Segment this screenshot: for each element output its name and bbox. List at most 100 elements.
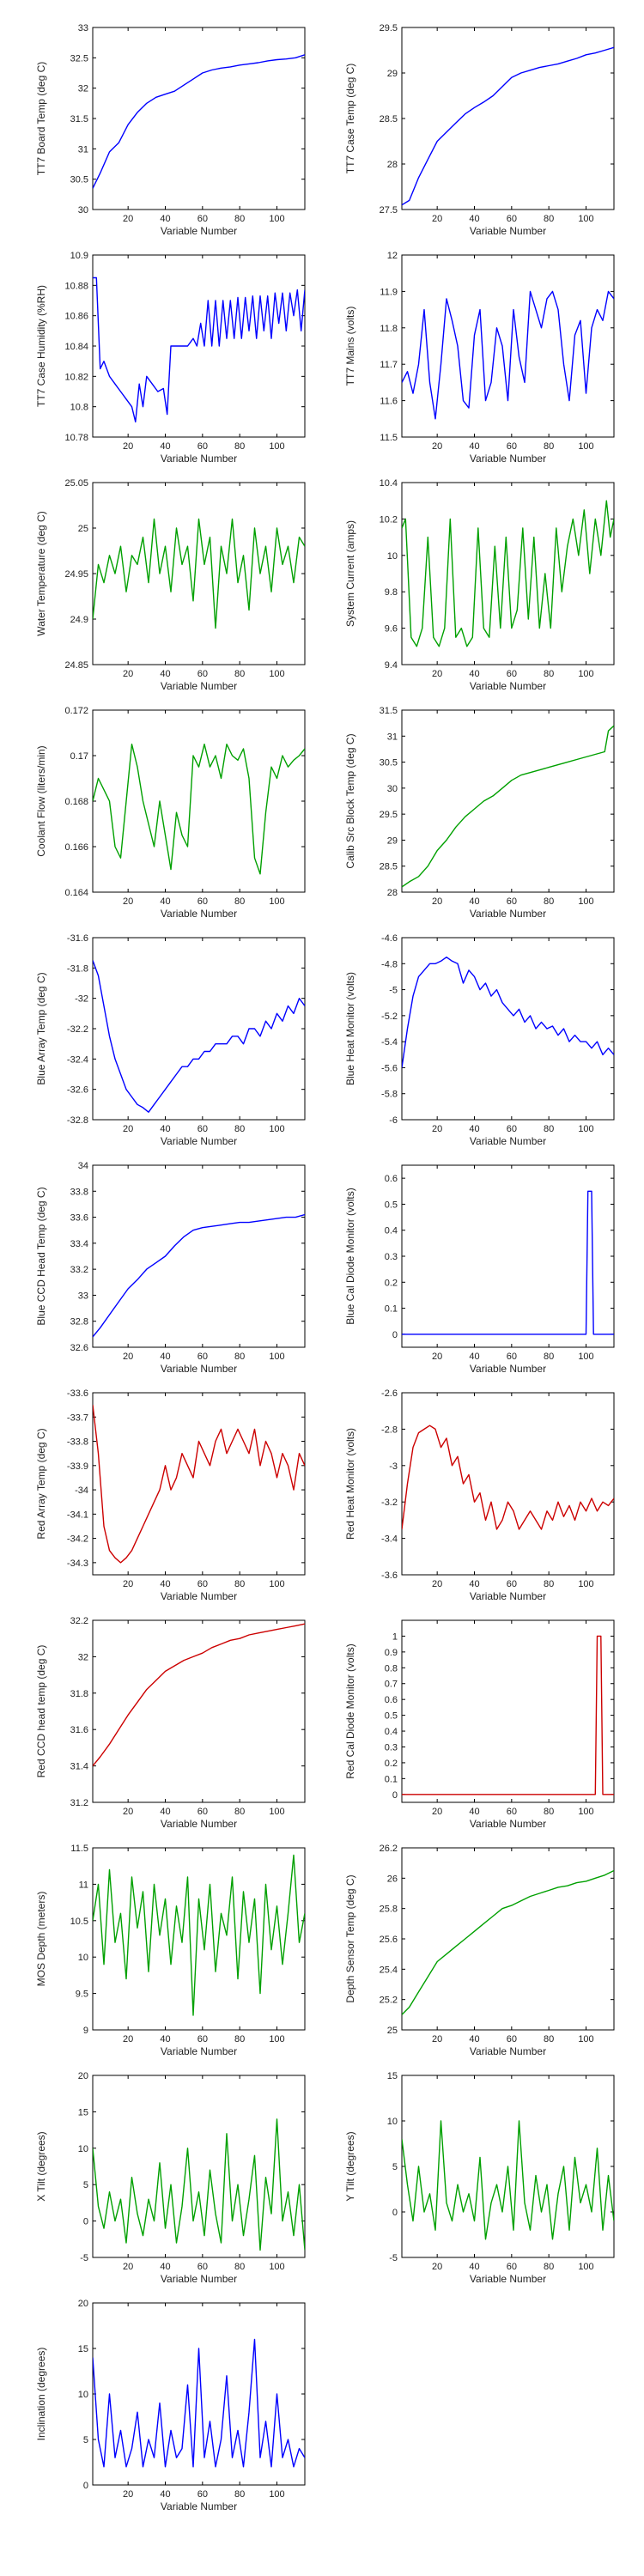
chart-panel: 20 40 60 80 100 25 25.2 25.4 25.6 25.8 26 26.2 Varia… (344, 1844, 615, 2057)
y-axis-label: Blue Cal Diode Monitor (volts) (344, 1188, 356, 1324)
y-tick-label: 30 (387, 784, 398, 794)
series-line (93, 1213, 305, 1338)
x-tick-label: 100 (269, 1124, 284, 1134)
x-tick-label: 40 (469, 1579, 479, 1589)
y-tick-label: 29.5 (380, 810, 398, 820)
x-tick-label: 60 (197, 1124, 208, 1134)
y-tick-label: 33.2 (70, 1265, 88, 1275)
chart-panel: 20 40 60 80 100 28 28.5 29 29.5 30 30.5 31 31.5 Varia… (344, 706, 615, 920)
x-tick-label: 60 (197, 896, 208, 907)
y-tick-label: 10.88 (64, 281, 88, 291)
y-axis-label: MOS Depth (meters) (35, 1892, 47, 1987)
y-tick-label: -5 (80, 2253, 88, 2263)
x-tick-label: 40 (160, 669, 170, 679)
y-tick-label: 31 (387, 732, 398, 742)
y-tick-label: 11.6 (380, 397, 398, 407)
series-line (93, 2338, 305, 2468)
series-line (402, 2120, 614, 2240)
x-tick-label: 80 (234, 896, 245, 907)
x-tick-label: 20 (123, 1807, 133, 1817)
y-tick-label: 33 (78, 23, 88, 33)
y-axis-label: Red Heat Monitor (volts) (344, 1428, 356, 1540)
plot-frame (92, 1164, 306, 1348)
x-axis-label: Variable Number (470, 2045, 546, 2057)
y-tick-label: 0.9 (385, 1648, 398, 1658)
y-tick-label: -5.2 (381, 1012, 398, 1022)
y-tick-label: 25 (387, 2026, 398, 2036)
y-tick-label: 10.84 (64, 342, 88, 352)
series-line (402, 1425, 614, 1530)
x-tick-label: 40 (160, 2262, 170, 2272)
x-tick-label: 20 (432, 669, 442, 679)
x-axis-label: Variable Number (161, 1363, 237, 1375)
y-tick-label: -4.8 (381, 959, 398, 969)
x-tick-label: 60 (507, 214, 517, 224)
y-tick-label: 0 (392, 2208, 398, 2218)
x-tick-label: 100 (269, 1807, 284, 1817)
x-tick-label: 100 (578, 1807, 593, 1817)
x-tick-label: 20 (123, 1124, 133, 1134)
y-axis-label: Coolant Flow (liters/min) (35, 745, 47, 856)
series-line (402, 1869, 614, 2015)
x-tick-label: 40 (160, 2034, 170, 2044)
y-tick-label: -6 (389, 1115, 398, 1126)
y-tick-label: -31.8 (67, 963, 88, 974)
x-tick-label: 100 (269, 2034, 284, 2044)
y-tick-label: 29.5 (380, 23, 398, 33)
y-tick-label: 0.2 (385, 1278, 398, 1288)
x-tick-label: 100 (269, 669, 284, 679)
y-tick-label: 9.6 (385, 624, 398, 635)
y-tick-label: 31.2 (70, 1798, 88, 1808)
y-tick-label: -3.6 (381, 1571, 398, 1581)
x-tick-label: 20 (432, 214, 442, 224)
x-tick-label: 60 (507, 896, 517, 907)
x-tick-label: 100 (269, 2262, 284, 2272)
x-tick-label: 100 (578, 1124, 593, 1134)
x-axis-label: Variable Number (161, 453, 237, 465)
y-tick-label: -4.6 (381, 933, 398, 944)
plot-frame (92, 1619, 306, 1803)
x-tick-label: 100 (578, 441, 593, 452)
x-tick-label: 40 (469, 669, 479, 679)
x-tick-label: 60 (507, 2034, 517, 2044)
x-tick-label: 20 (432, 1579, 442, 1589)
x-tick-label: 100 (578, 896, 593, 907)
series-line (93, 276, 305, 422)
chart-panel: 20 40 60 80 100 9 9.5 10 10.5 11 11.5 Variable Numb… (35, 1844, 306, 2057)
y-tick-label: 28.5 (380, 114, 398, 125)
y-tick-label: 26.2 (380, 1844, 398, 1854)
x-tick-label: 60 (197, 441, 208, 452)
y-tick-label: 15 (78, 2344, 88, 2354)
y-tick-label: 0.164 (64, 888, 88, 898)
plot-frame (401, 1619, 615, 1803)
x-tick-label: 100 (578, 214, 593, 224)
y-axis-label: System Current (amps) (344, 520, 356, 627)
y-tick-label: 10.78 (64, 433, 88, 443)
x-tick-label: 20 (432, 2034, 442, 2044)
y-tick-label: 0.166 (64, 842, 88, 853)
plot-frame (92, 709, 306, 893)
y-tick-label: 10.86 (64, 312, 88, 322)
y-tick-label: 0 (83, 2481, 88, 2491)
x-axis-label: Variable Number (470, 680, 546, 692)
x-tick-label: 80 (544, 1124, 554, 1134)
y-tick-label: 0.17 (70, 751, 88, 762)
x-tick-label: 100 (269, 441, 284, 452)
x-tick-label: 80 (234, 669, 245, 679)
series-line (402, 46, 614, 206)
y-tick-label: 31.8 (70, 1689, 88, 1699)
y-tick-label: 33.8 (70, 1187, 88, 1197)
x-tick-label: 100 (578, 1579, 593, 1589)
series-line (402, 725, 614, 888)
y-tick-label: 0.3 (385, 1742, 398, 1753)
chart-panel: 20 40 60 80 100 -5 0 5 10 15 Variable Number Y Tilt… (344, 2071, 615, 2285)
x-tick-label: 100 (578, 669, 593, 679)
chart-panel: 20 40 60 80 100 9.4 9.6 9.8 10 10.2 10.4 Variable N… (344, 478, 615, 692)
x-tick-label: 60 (507, 669, 517, 679)
y-tick-label: 11.7 (380, 360, 398, 370)
x-axis-label: Variable Number (470, 1590, 546, 1602)
y-tick-label: 10 (387, 551, 398, 562)
y-tick-label: 0.8 (385, 1663, 398, 1674)
y-tick-label: 27.5 (380, 205, 398, 216)
x-axis-label: Variable Number (470, 2273, 546, 2285)
